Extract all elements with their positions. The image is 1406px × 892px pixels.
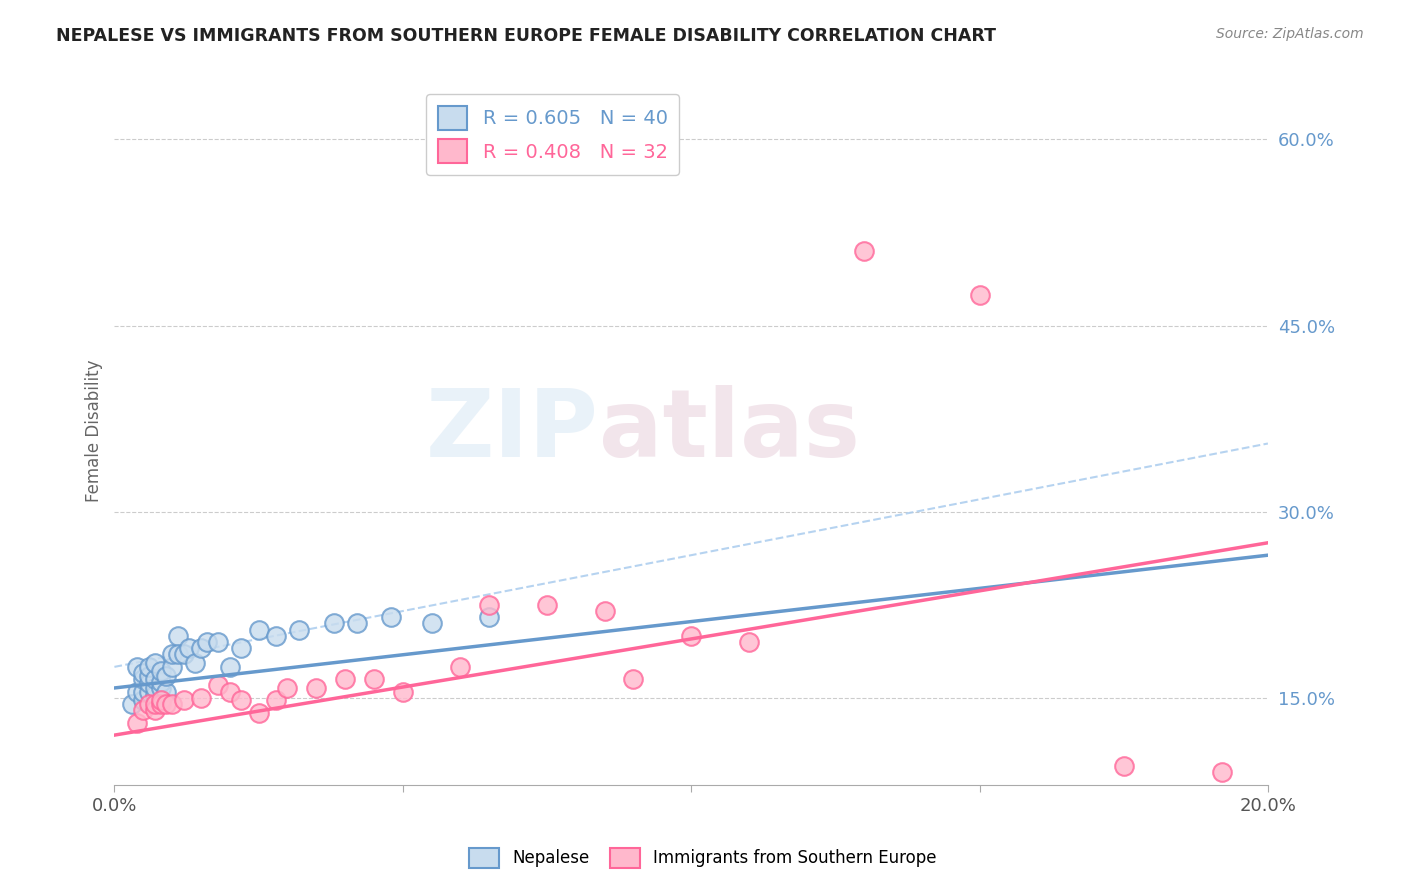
Point <box>138 684 160 698</box>
Point <box>143 689 166 703</box>
Point <box>127 660 149 674</box>
Point <box>143 673 166 687</box>
Y-axis label: Female Disability: Female Disability <box>86 359 103 502</box>
Point <box>449 660 471 674</box>
Point <box>184 656 207 670</box>
Point <box>1211 765 1233 780</box>
Point <box>322 616 344 631</box>
Point <box>207 678 229 692</box>
Point <box>593 604 616 618</box>
Legend: Nepalese, Immigrants from Southern Europe: Nepalese, Immigrants from Southern Europ… <box>463 841 943 875</box>
Text: ZIP: ZIP <box>426 385 599 477</box>
Point <box>143 681 166 695</box>
Point <box>231 693 253 707</box>
Point <box>363 673 385 687</box>
Point <box>149 664 172 678</box>
Point <box>218 660 240 674</box>
Point <box>149 674 172 689</box>
Point <box>155 668 177 682</box>
Point <box>149 697 172 711</box>
Point <box>127 715 149 730</box>
Point <box>391 684 413 698</box>
Point <box>288 623 311 637</box>
Point <box>346 616 368 631</box>
Point <box>190 641 212 656</box>
Point <box>160 697 183 711</box>
Point <box>132 684 155 698</box>
Text: Source: ZipAtlas.com: Source: ZipAtlas.com <box>1216 27 1364 41</box>
Point <box>173 648 195 662</box>
Point <box>160 660 183 674</box>
Point <box>264 629 287 643</box>
Point <box>166 629 188 643</box>
Point <box>138 697 160 711</box>
Point <box>681 629 703 643</box>
Point <box>738 635 761 649</box>
Point <box>380 610 402 624</box>
Point <box>264 693 287 707</box>
Point <box>138 660 160 674</box>
Point <box>536 598 558 612</box>
Point <box>121 697 143 711</box>
Point <box>149 681 172 695</box>
Point <box>305 681 328 695</box>
Point <box>195 635 218 649</box>
Point <box>173 693 195 707</box>
Point <box>190 690 212 705</box>
Point <box>155 697 177 711</box>
Point <box>138 668 160 682</box>
Point <box>132 693 155 707</box>
Point <box>132 703 155 717</box>
Point <box>420 616 443 631</box>
Point <box>179 641 201 656</box>
Point <box>623 673 645 687</box>
Point <box>478 610 501 624</box>
Point <box>143 697 166 711</box>
Point <box>127 684 149 698</box>
Point <box>1112 759 1135 773</box>
Point <box>143 656 166 670</box>
Point <box>166 648 188 662</box>
Point <box>132 666 155 681</box>
Point <box>853 244 876 259</box>
Point <box>969 287 991 301</box>
Point <box>247 623 270 637</box>
Point <box>207 635 229 649</box>
Point <box>276 681 298 695</box>
Point <box>160 648 183 662</box>
Point <box>247 706 270 720</box>
Point <box>143 703 166 717</box>
Point <box>132 673 155 687</box>
Point <box>333 673 356 687</box>
Point <box>231 641 253 656</box>
Text: NEPALESE VS IMMIGRANTS FROM SOUTHERN EUROPE FEMALE DISABILITY CORRELATION CHART: NEPALESE VS IMMIGRANTS FROM SOUTHERN EUR… <box>56 27 997 45</box>
Point <box>149 693 172 707</box>
Point <box>478 598 501 612</box>
Text: atlas: atlas <box>599 385 860 477</box>
Legend: R = 0.605   N = 40, R = 0.408   N = 32: R = 0.605 N = 40, R = 0.408 N = 32 <box>426 95 679 175</box>
Point <box>155 684 177 698</box>
Point <box>218 684 240 698</box>
Point <box>138 676 160 690</box>
